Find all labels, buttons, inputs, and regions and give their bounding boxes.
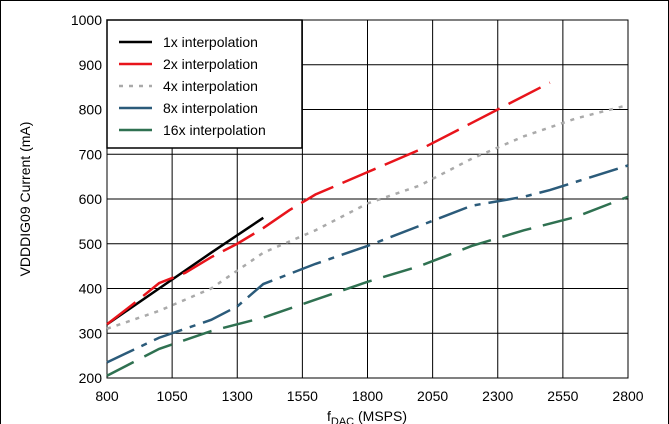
- legend-label: 1x interpolation: [163, 34, 258, 50]
- y-tick-label: 300: [79, 325, 103, 341]
- y-tick-label: 1000: [71, 12, 102, 28]
- legend-label: 8x interpolation: [163, 100, 258, 116]
- x-tick-label: 1050: [157, 388, 188, 404]
- y-axis-label: VDDDIG09 Current (mA): [17, 122, 33, 277]
- x-tick-label: 1800: [352, 388, 383, 404]
- x-axis-label: fDAC (MSPS): [327, 408, 407, 424]
- x-label-part: (MSPS): [354, 408, 407, 424]
- y-tick-label: 400: [79, 281, 103, 297]
- x-tick-label: 2050: [417, 388, 448, 404]
- y-tick-label: 500: [79, 236, 103, 252]
- series-line: [106, 81, 551, 326]
- y-tick-label: 900: [79, 57, 103, 73]
- x-tick-label: 2300: [482, 388, 513, 404]
- series-line: [106, 216, 264, 326]
- y-tick-label: 800: [79, 102, 103, 118]
- x-tick-label: 2800: [612, 388, 643, 404]
- x-label-part: f: [327, 408, 331, 424]
- x-tick-label: 1300: [222, 388, 253, 404]
- x-tick-label: 2550: [547, 388, 578, 404]
- legend-label: 2x interpolation: [163, 56, 258, 72]
- series-line: [106, 103, 629, 330]
- x-tick-label: 1550: [287, 388, 318, 404]
- y-tick-label: 700: [79, 146, 103, 162]
- x-tick-label: 800: [95, 388, 119, 404]
- x-label-sub: DAC: [331, 416, 354, 424]
- series-line: [106, 164, 629, 364]
- legend-label: 4x interpolation: [163, 78, 258, 94]
- series-line: [106, 195, 629, 377]
- y-tick-label: 200: [79, 370, 103, 386]
- legend-label: 16x interpolation: [163, 122, 266, 138]
- y-tick-label: 600: [79, 191, 103, 207]
